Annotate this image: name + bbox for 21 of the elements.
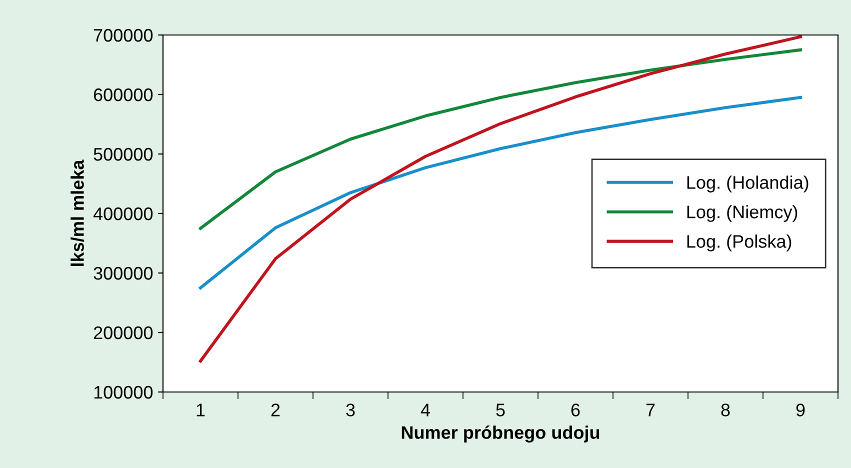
x-tick-label: 8 (721, 404, 730, 416)
legend-label: Log. (Holandia) (687, 176, 808, 192)
x-tick-label: 7 (646, 404, 655, 416)
y-axis-title: lks/ml mleka (70, 160, 84, 266)
legend-label: Log. (Niemcy) (687, 205, 798, 222)
y-tick-label: 100000 (94, 386, 153, 399)
x-tick-label: 5 (496, 404, 505, 416)
x-tick-label: 1 (196, 404, 205, 416)
x-tick-label: 4 (420, 404, 430, 416)
x-tick-label: 9 (796, 404, 805, 416)
x-tick-label: 3 (346, 404, 355, 416)
y-tick-label: 400000 (93, 207, 153, 220)
y-tick-label: 700000 (94, 28, 153, 42)
y-tick-label: 600000 (94, 88, 153, 102)
x-tick-label: 2 (271, 404, 280, 416)
x-axis-title: Numer próbnego udoju (402, 426, 600, 443)
y-tick-label: 300000 (94, 266, 153, 280)
y-tick-label: 200000 (94, 326, 153, 340)
legend-label: Log. (Polska) (687, 234, 792, 252)
x-tick-label: 6 (571, 404, 580, 416)
y-tick-label: 500000 (94, 148, 153, 161)
